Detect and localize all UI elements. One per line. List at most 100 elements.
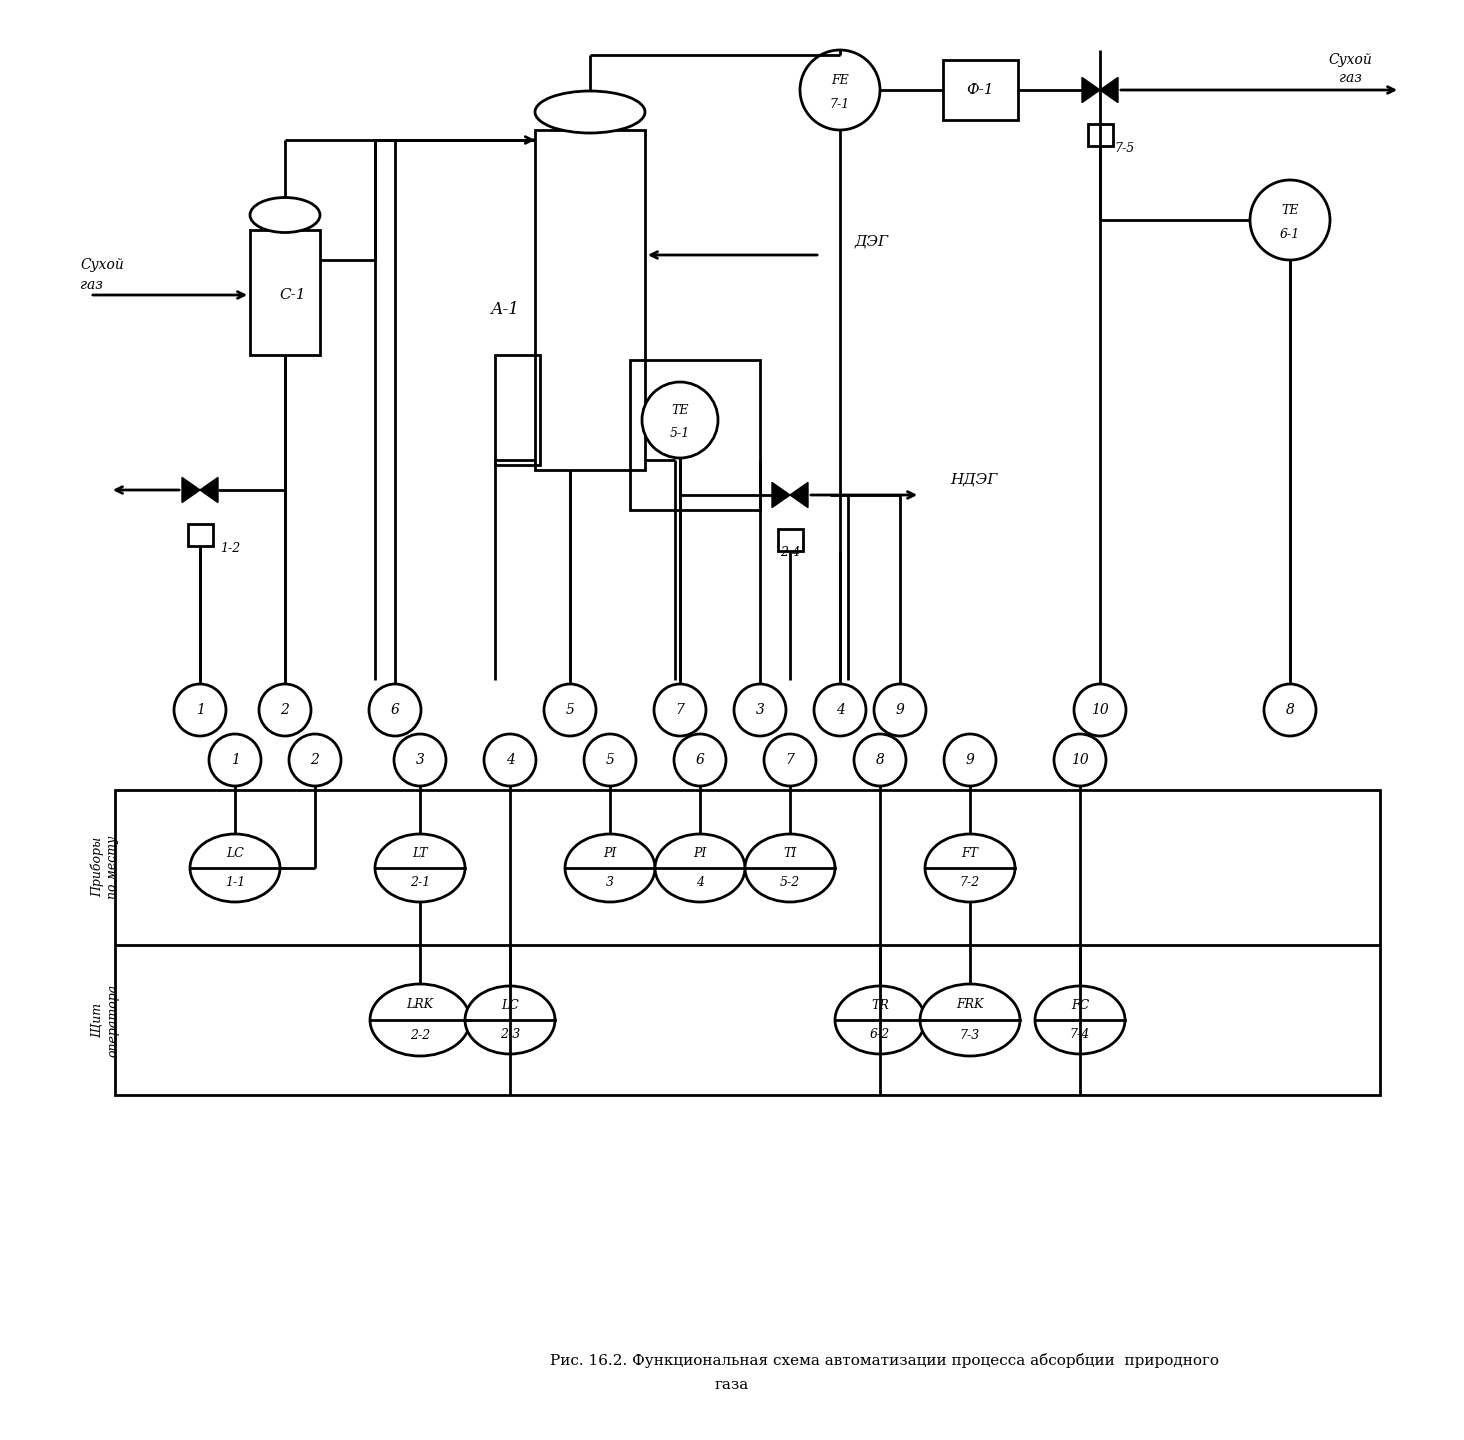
- Ellipse shape: [925, 834, 1015, 901]
- Text: 1-2: 1-2: [220, 541, 240, 554]
- Polygon shape: [182, 478, 201, 503]
- Text: 6: 6: [391, 703, 400, 717]
- Text: LC: LC: [501, 998, 518, 1011]
- Text: Приборы
по месту: Приборы по месту: [91, 835, 119, 899]
- Circle shape: [673, 734, 726, 786]
- Ellipse shape: [250, 197, 321, 232]
- Circle shape: [394, 734, 447, 786]
- Text: 9: 9: [896, 703, 905, 717]
- Text: 2: 2: [281, 703, 290, 717]
- Circle shape: [854, 734, 906, 786]
- Text: 1: 1: [196, 703, 205, 717]
- Text: 5: 5: [565, 703, 574, 717]
- Circle shape: [174, 684, 225, 736]
- Polygon shape: [1099, 78, 1118, 102]
- Text: газа: газа: [714, 1378, 750, 1392]
- Text: FC: FC: [1070, 998, 1089, 1011]
- Text: LT: LT: [413, 847, 427, 860]
- Text: 7-2: 7-2: [960, 877, 979, 890]
- Ellipse shape: [375, 834, 466, 901]
- Text: газ: газ: [1338, 71, 1362, 85]
- Circle shape: [1054, 734, 1105, 786]
- Text: 4: 4: [836, 703, 845, 717]
- Text: 3: 3: [606, 877, 613, 890]
- Circle shape: [799, 50, 880, 130]
- Text: А-1: А-1: [490, 301, 520, 318]
- Polygon shape: [201, 478, 218, 503]
- Text: PI: PI: [694, 847, 707, 860]
- Text: Сухой: Сухой: [81, 258, 124, 272]
- Text: FT: FT: [962, 847, 978, 860]
- Text: 2: 2: [310, 753, 319, 768]
- Bar: [495, 356, 540, 465]
- Text: 4: 4: [695, 877, 704, 890]
- Text: FRK: FRK: [956, 998, 984, 1011]
- Text: 7: 7: [675, 703, 685, 717]
- Text: С-1: С-1: [280, 288, 306, 302]
- Text: 9: 9: [966, 753, 975, 768]
- Circle shape: [584, 734, 635, 786]
- Text: 3: 3: [416, 753, 425, 768]
- Text: 1: 1: [230, 753, 240, 768]
- Text: 7-5: 7-5: [1116, 141, 1135, 154]
- Text: 2-4: 2-4: [780, 547, 801, 560]
- Text: газ: газ: [81, 278, 102, 292]
- Text: 8: 8: [1285, 703, 1294, 717]
- Text: 2-1: 2-1: [410, 877, 430, 890]
- Text: ДЭГ: ДЭГ: [855, 235, 889, 249]
- Text: 6-1: 6-1: [1280, 228, 1300, 240]
- Text: 6-2: 6-2: [870, 1028, 890, 1041]
- Circle shape: [259, 684, 310, 736]
- Text: PI: PI: [603, 847, 616, 860]
- Text: 3: 3: [755, 703, 764, 717]
- Text: 6: 6: [695, 753, 704, 768]
- Polygon shape: [772, 482, 791, 508]
- Text: НДЭГ: НДЭГ: [950, 472, 997, 487]
- Circle shape: [485, 734, 536, 786]
- Ellipse shape: [565, 834, 654, 901]
- Circle shape: [209, 734, 261, 786]
- Bar: [1088, 124, 1113, 145]
- Circle shape: [545, 684, 596, 736]
- Text: 5-2: 5-2: [780, 877, 801, 890]
- Text: Сухой: Сухой: [1328, 53, 1372, 68]
- Bar: [250, 230, 321, 356]
- Text: 2-2: 2-2: [410, 1030, 430, 1043]
- Circle shape: [1250, 180, 1329, 261]
- Text: Рис. 16.2. Функциональная схема автоматизации процесса абсорбции  природного: Рис. 16.2. Функциональная схема автомати…: [550, 1352, 1220, 1368]
- Circle shape: [814, 684, 867, 736]
- Text: 5-1: 5-1: [671, 426, 690, 439]
- Ellipse shape: [534, 91, 646, 132]
- Ellipse shape: [466, 986, 555, 1054]
- Text: 1-1: 1-1: [225, 877, 244, 890]
- Bar: [534, 130, 646, 469]
- Ellipse shape: [745, 834, 834, 901]
- Text: 10: 10: [1091, 703, 1108, 717]
- Circle shape: [733, 684, 786, 736]
- Bar: [777, 528, 802, 552]
- Ellipse shape: [1035, 986, 1124, 1054]
- Bar: [630, 360, 760, 510]
- Circle shape: [1075, 684, 1126, 736]
- Text: 7-3: 7-3: [960, 1030, 979, 1043]
- Text: 2-3: 2-3: [499, 1028, 520, 1041]
- Ellipse shape: [919, 984, 1020, 1056]
- Ellipse shape: [834, 986, 925, 1054]
- Circle shape: [643, 382, 717, 458]
- Text: TI: TI: [783, 847, 796, 860]
- Text: LRK: LRK: [407, 998, 433, 1011]
- Ellipse shape: [190, 834, 280, 901]
- Circle shape: [369, 684, 422, 736]
- Text: 10: 10: [1072, 753, 1089, 768]
- Circle shape: [764, 734, 815, 786]
- Text: 4: 4: [505, 753, 514, 768]
- Circle shape: [874, 684, 927, 736]
- Bar: [116, 791, 1381, 1094]
- Text: FE: FE: [832, 73, 849, 86]
- Text: TR: TR: [871, 998, 889, 1011]
- Text: TE: TE: [672, 405, 688, 418]
- Bar: [943, 60, 1017, 120]
- Bar: [187, 524, 212, 546]
- Ellipse shape: [654, 834, 745, 901]
- Text: 8: 8: [875, 753, 884, 768]
